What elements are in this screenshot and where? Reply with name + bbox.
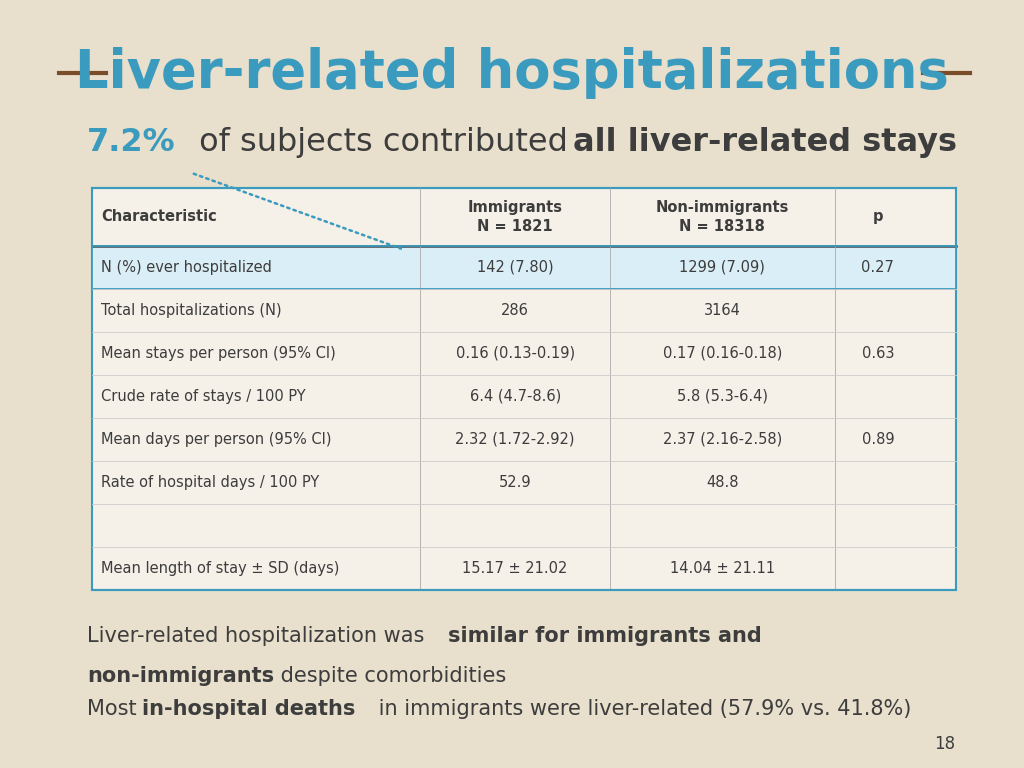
Bar <box>92 188 955 590</box>
Text: Non-immigrants
N = 18318: Non-immigrants N = 18318 <box>655 200 790 233</box>
Text: in-hospital deaths: in-hospital deaths <box>142 699 355 719</box>
Text: Mean length of stay ± SD (days): Mean length of stay ± SD (days) <box>101 561 340 576</box>
Text: in immigrants were liver-related (57.9% vs. 41.8%): in immigrants were liver-related (57.9% … <box>373 699 911 719</box>
Text: Liver-related hospitalization was: Liver-related hospitalization was <box>87 626 431 646</box>
Text: of subjects contributed: of subjects contributed <box>189 127 579 157</box>
Text: 0.89: 0.89 <box>861 432 894 447</box>
Text: Crude rate of stays / 100 PY: Crude rate of stays / 100 PY <box>101 389 306 404</box>
Text: Mean stays per person (95% CI): Mean stays per person (95% CI) <box>101 346 336 361</box>
Text: 0.63: 0.63 <box>861 346 894 361</box>
Text: Rate of hospital days / 100 PY: Rate of hospital days / 100 PY <box>101 475 319 490</box>
Text: N (%) ever hospitalized: N (%) ever hospitalized <box>101 260 272 275</box>
Text: 15.17 ± 21.02: 15.17 ± 21.02 <box>463 561 568 576</box>
Text: Total hospitalizations (N): Total hospitalizations (N) <box>101 303 282 318</box>
Text: 14.04 ± 21.11: 14.04 ± 21.11 <box>670 561 775 576</box>
Text: 7.2%: 7.2% <box>87 127 176 157</box>
Text: 18: 18 <box>935 735 955 753</box>
Text: Immigrants
N = 1821: Immigrants N = 1821 <box>468 200 562 233</box>
Text: Most: Most <box>87 699 143 719</box>
Text: 52.9: 52.9 <box>499 475 531 490</box>
Text: p: p <box>872 210 883 224</box>
Text: 2.32 (1.72-2.92): 2.32 (1.72-2.92) <box>456 432 574 447</box>
Text: 286: 286 <box>501 303 529 318</box>
Text: 142 (7.80): 142 (7.80) <box>477 260 554 275</box>
Bar <box>92 246 955 289</box>
Text: 5.8 (5.3-6.4): 5.8 (5.3-6.4) <box>677 389 768 404</box>
Text: 2.37 (2.16-2.58): 2.37 (2.16-2.58) <box>663 432 782 447</box>
Text: 48.8: 48.8 <box>707 475 738 490</box>
Text: Liver-related hospitalizations: Liver-related hospitalizations <box>75 47 949 99</box>
Text: Characteristic: Characteristic <box>101 210 217 224</box>
Text: 0.17 (0.16-0.18): 0.17 (0.16-0.18) <box>663 346 782 361</box>
Text: 0.16 (0.13-0.19): 0.16 (0.13-0.19) <box>456 346 574 361</box>
Text: 6.4 (4.7-8.6): 6.4 (4.7-8.6) <box>470 389 561 404</box>
Text: non-immigrants: non-immigrants <box>87 666 274 686</box>
Text: 1299 (7.09): 1299 (7.09) <box>680 260 765 275</box>
Text: similar for immigrants and: similar for immigrants and <box>447 626 762 646</box>
Text: 0.27: 0.27 <box>861 260 894 275</box>
Text: Mean days per person (95% CI): Mean days per person (95% CI) <box>101 432 332 447</box>
Text: 3164: 3164 <box>703 303 740 318</box>
Text: despite comorbidities: despite comorbidities <box>274 666 507 686</box>
Text: all liver-related stays: all liver-related stays <box>573 127 957 157</box>
